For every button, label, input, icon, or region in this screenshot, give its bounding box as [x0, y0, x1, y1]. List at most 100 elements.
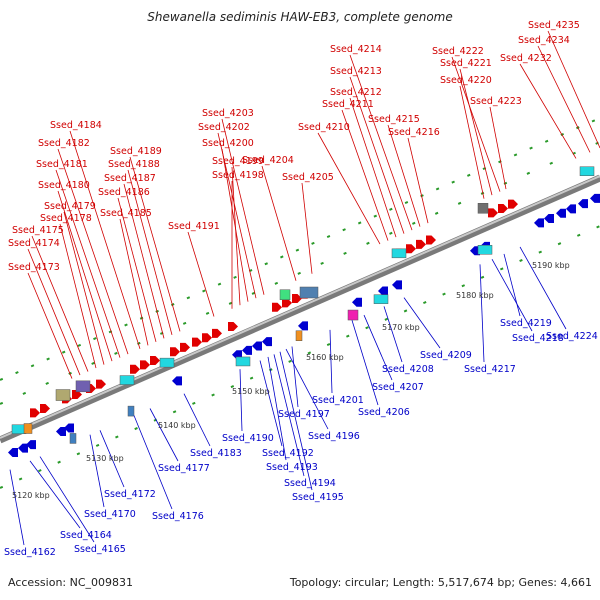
label-leader-line — [39, 456, 95, 543]
gene-arrow — [180, 342, 190, 352]
label-leader-line — [349, 76, 405, 234]
label-leader-line — [459, 68, 493, 196]
label-leader-line — [489, 106, 507, 190]
reverse-gene-label: Ssed_4183 — [190, 448, 242, 459]
gene-arrow — [498, 204, 508, 214]
label-leader-line — [341, 109, 389, 241]
label-leader-line — [273, 354, 305, 477]
label-leader-line — [547, 30, 600, 149]
forward-gene-label: Ssed_4210 — [298, 122, 350, 133]
gene-box — [347, 309, 359, 321]
kbp-tick-label: 5120 kbp — [12, 491, 50, 500]
label-leader-line — [31, 235, 89, 372]
reverse-gene-label: Ssed_4196 — [308, 431, 360, 442]
label-leader-line — [149, 408, 179, 462]
forward-gene-label: Ssed_4204 — [242, 155, 294, 166]
reverse-gene-label: Ssed_4207 — [372, 382, 424, 393]
reverse-gene-label: Ssed_4195 — [292, 492, 344, 503]
forward-gene-label: Ssed_4202 — [198, 122, 250, 133]
reverse-gene-label: Ssed_4194 — [284, 478, 336, 489]
map-title: Shewanella sediminis HAW-EB3, complete g… — [147, 10, 453, 24]
reverse-gene-label: Ssed_4164 — [60, 530, 112, 541]
label-leader-line — [317, 132, 381, 245]
reverse-gene-label: Ssed_4177 — [158, 463, 210, 474]
label-leader-line — [451, 56, 501, 192]
gene-box — [279, 289, 291, 300]
gene-arrow — [18, 443, 28, 453]
gene-box — [373, 294, 389, 304]
gene-arrow — [172, 376, 182, 386]
gene-arrow — [72, 390, 82, 400]
label-leader-line — [69, 130, 141, 349]
label-leader-line — [217, 132, 257, 299]
gene-arrow — [566, 204, 576, 214]
gene-box — [235, 356, 251, 367]
label-leader-line — [123, 183, 165, 339]
forward-gene-label: Ssed_4198 — [212, 170, 264, 181]
label-leader-line — [519, 63, 577, 159]
label-leader-line — [59, 223, 97, 369]
reverse-gene-label: Ssed_4206 — [358, 407, 410, 418]
reverse-gene-label: Ssed_4170 — [84, 509, 136, 520]
label-leader-line — [301, 182, 313, 274]
reverse-gene-label: Ssed_4197 — [278, 409, 330, 420]
label-leader-line — [129, 156, 181, 332]
kbp-tick-label: 5180 kbp — [456, 291, 494, 300]
kbp-tick-labels: 5120 kbp 5130 kbp 5140 kbp 5150 kbp 5160 kbp… — [12, 261, 570, 500]
forward-gene-label: Ssed_4180 — [38, 180, 90, 191]
gene-box — [477, 203, 489, 214]
reverse-gene-label: Ssed_4208 — [382, 364, 434, 375]
label-leader-line — [55, 169, 121, 358]
forward-gene-label: Ssed_4185 — [100, 208, 152, 219]
forward-gene-label: Ssed_4235 — [528, 20, 580, 31]
label-leader-line — [349, 54, 413, 231]
gene-box — [127, 405, 135, 417]
gene-arrow — [130, 364, 140, 374]
label-leader-line — [57, 190, 113, 362]
label-leader-line — [261, 165, 297, 281]
kbp-tick-label: 5190 kbp — [532, 261, 570, 270]
kbp-tick-label: 5140 kbp — [158, 421, 196, 430]
reverse-gene-label: Ssed_4192 — [262, 448, 314, 459]
label-leader-line — [231, 166, 241, 306]
reverse-gene-label: Ssed_4165 — [74, 544, 126, 555]
label-leader-line — [27, 248, 81, 376]
gene-arrow — [96, 379, 106, 389]
label-leader-lines — [9, 30, 600, 546]
forward-gene-label: Ssed_4189 — [110, 146, 162, 157]
label-leader-line — [403, 297, 441, 349]
gene-arrow — [192, 337, 202, 347]
upper-guide-track — [0, 117, 600, 381]
forward-gene-label: Ssed_4222 — [432, 46, 484, 57]
gene-box — [299, 286, 319, 299]
label-leader-line — [491, 258, 533, 332]
forward-gene-label: Ssed_4178 — [40, 213, 92, 224]
label-leader-line — [267, 356, 287, 461]
gene-arrow — [352, 297, 362, 307]
reverse-gene-label: Ssed_4217 — [464, 364, 516, 375]
gene-arrow — [578, 199, 588, 209]
label-leader-line — [183, 393, 211, 447]
genome-backbone-highlight — [0, 175, 600, 439]
forward-gene-label: Ssed_4199 — [212, 156, 264, 167]
reverse-gene-label: Ssed_4172 — [104, 489, 156, 500]
gene-arrow — [292, 293, 302, 303]
label-leader-line — [221, 148, 249, 302]
gene-arrow — [242, 345, 252, 355]
forward-gene-label: Ssed_4173 — [8, 262, 60, 273]
reverse-gene-label: Ssed_4218 — [512, 333, 564, 344]
reverse-gene-label: Ssed_4209 — [420, 350, 472, 361]
label-leader-line — [503, 253, 521, 317]
forward-gene-label: Ssed_4205 — [282, 172, 334, 183]
gene-box — [75, 380, 91, 393]
reverse-gene-labels: Ssed_4162 Ssed_4164 Ssed_4165 Ssed_4170 Ssed… — [4, 318, 598, 558]
gene-arrow — [26, 440, 36, 450]
label-leader-line — [63, 211, 105, 365]
gene-arrow — [262, 337, 272, 347]
forward-gene-label: Ssed_4174 — [8, 238, 60, 249]
gene-arrow — [406, 244, 416, 254]
forward-gene-label: Ssed_4175 — [12, 225, 64, 236]
forward-gene-label: Ssed_4234 — [518, 35, 570, 46]
gene-arrow — [534, 218, 544, 228]
kbp-tick-label: 5150 kbp — [232, 387, 270, 396]
